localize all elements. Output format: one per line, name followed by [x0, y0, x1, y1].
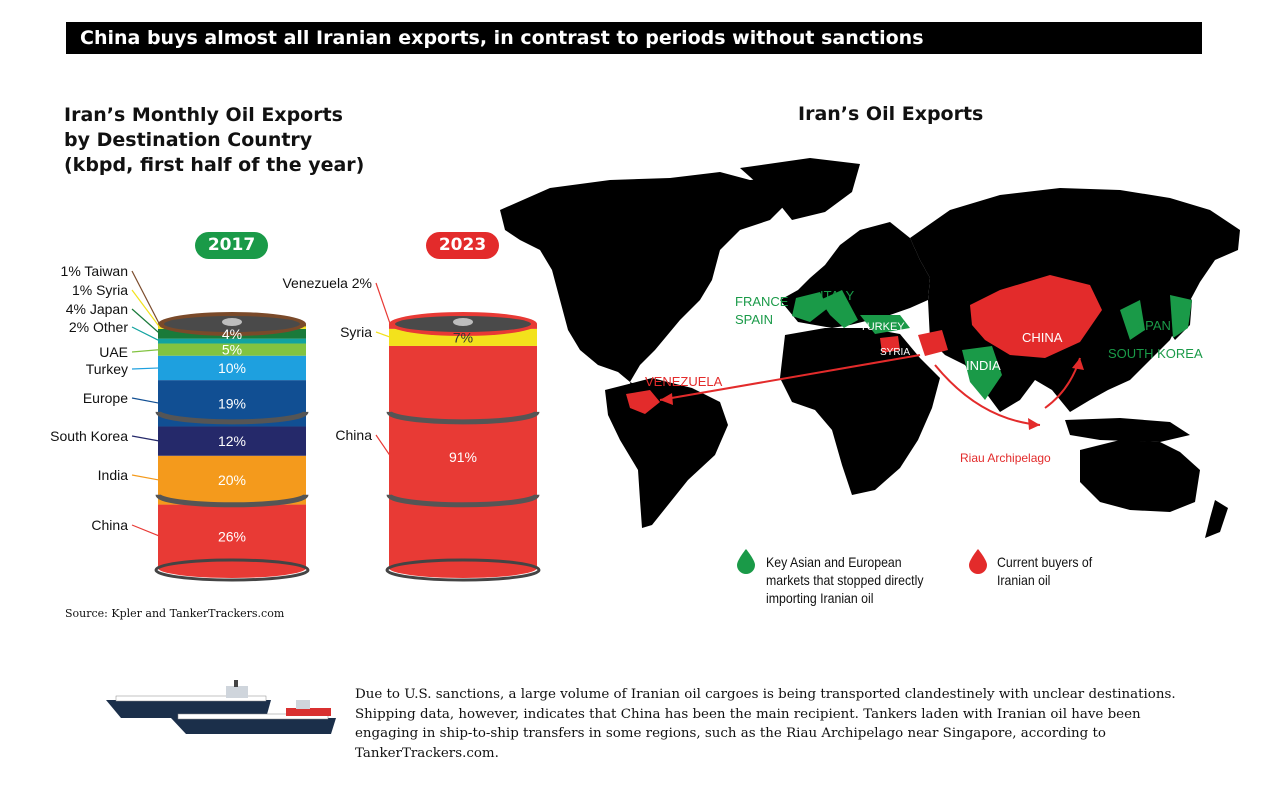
side-label-2017-taiwan: 1% Taiwan — [61, 263, 128, 279]
barrel-2017-bottom — [158, 558, 306, 578]
data-label-2017-europe: 19% — [218, 395, 246, 411]
side-label-2017-syria: 1% Syria — [72, 282, 128, 298]
data-label-2017-india: 20% — [218, 472, 246, 488]
barrel-2023-bottom-rim — [385, 558, 541, 582]
data-label-2017-turkey: 10% — [218, 360, 246, 376]
map-label-syria: SYRIA — [880, 347, 910, 358]
leader-line-2017-china — [131, 524, 161, 537]
map-label-venezuela: VENEZUELA — [645, 374, 723, 389]
barrel-2023-hoop-1 — [386, 410, 540, 425]
map-label-china: CHINA — [1022, 330, 1063, 345]
side-label-2017-india: India — [98, 467, 129, 483]
leader-line-2023-venezuela — [375, 282, 392, 327]
data-label-2017-uae: 5% — [222, 342, 242, 358]
source-note: Source: Kpler and TankerTrackers.com — [65, 607, 285, 620]
leader-line-2017-turkey — [131, 367, 161, 370]
side-label-2017-turkey: Turkey — [86, 361, 128, 377]
year-badge-2017: 2017 — [195, 232, 268, 259]
body-paragraph: Due to U.S. sanctions, a large volume of… — [355, 687, 1176, 761]
map-label-riau: Riau Archipelago — [960, 451, 1051, 465]
barrel-2017-bottom-rim — [154, 558, 310, 582]
chart-title: Iran’s Monthly Oil Exports by Destinatio… — [64, 103, 404, 178]
side-label-2023-china: China — [335, 427, 372, 443]
leader-line-2023-china — [375, 434, 392, 458]
barrel-2017-cap — [222, 318, 242, 326]
leader-line-2017-japan — [131, 308, 161, 335]
side-label-2023-venezuela: Venezuela 2% — [282, 275, 372, 291]
year-badge-2023: 2023 — [426, 232, 499, 259]
barrel-2017-segment-turkey — [158, 355, 306, 381]
barrel-2017-hoop-2 — [155, 493, 309, 508]
barrel-2017-segment-uae — [158, 343, 306, 356]
barrel-charts: 26% 20% 12% 19% 10% 5%4% China India South Korea… — [50, 263, 541, 582]
side-label-2017-europe: Europe — [83, 390, 128, 406]
legend-red-drop-icon — [969, 549, 987, 574]
barrel-2017-segment-india — [158, 455, 306, 505]
side-label-2017-china: China — [91, 517, 128, 533]
side-label-2017-uae: UAE — [99, 344, 128, 360]
data-label-2017-south-korea: 12% — [218, 433, 246, 449]
legend-green-text: Key Asian and European markets that stop… — [766, 554, 924, 606]
barrel-2023-segment-china — [389, 345, 537, 568]
barrel-2017-segment-other — [158, 338, 306, 344]
chart-title-line-1: Iran’s Monthly Oil Exports — [64, 104, 343, 126]
barrel-2023-bottom — [389, 558, 537, 578]
map-label-india: INDIA — [966, 358, 1001, 373]
headline: China buys almost all Iranian exports, i… — [66, 22, 1202, 54]
leader-line-2017-europe — [131, 397, 161, 404]
map-label-spain: SPAIN — [735, 312, 773, 327]
chart-title-line-3: (kbpd, first half of the year) — [64, 154, 365, 176]
red-markets — [626, 275, 1102, 414]
map-label-turkey: TURKEY — [860, 321, 905, 333]
side-label-2017-japan: 4% Japan — [66, 301, 128, 317]
map-label-japan: JAPAN — [1130, 318, 1171, 333]
barrel-2017-segment-south-korea — [158, 426, 306, 456]
data-label-2017-china: 26% — [218, 528, 246, 544]
map-label-south-korea: SOUTH KOREA — [1108, 346, 1203, 361]
barrel-2023-cap — [453, 318, 473, 326]
leader-line-2017-syria — [131, 289, 161, 329]
leader-line-2017-india — [131, 474, 161, 481]
barrel-2023-hoop-2 — [386, 493, 540, 508]
leader-line-2017-taiwan — [131, 270, 161, 326]
arrow-heads — [660, 358, 1084, 430]
side-label-2023-syria: Syria — [340, 324, 372, 340]
chart-title-line-2: by Destination Country — [64, 129, 313, 151]
map-title: Iran’s Oil Exports — [798, 103, 984, 125]
leader-line-2017-south-korea — [131, 435, 161, 442]
side-label-2017-south-korea: South Korea — [50, 428, 128, 444]
tanker-ships-icon — [106, 680, 336, 734]
world-map: FRANCE SPAIN ITALY TURKEY SYRIA CHINA IN… — [500, 158, 1240, 538]
data-label-2023-syria: 7% — [453, 329, 473, 345]
green-markets — [792, 290, 1192, 400]
leader-line-2023-syria — [375, 331, 392, 338]
data-label-2017-japan: 4% — [222, 326, 242, 342]
leader-line-2017-other — [131, 326, 161, 342]
side-label-2017-other: 2% Other — [69, 319, 128, 335]
barrel-2017-segment-china — [158, 504, 306, 568]
map-label-italy: ITALY — [820, 288, 855, 303]
map-label-france: FRANCE — [735, 294, 789, 309]
barrel-2017-hoop-1 — [155, 410, 309, 425]
legend-green-drop-icon — [737, 549, 755, 574]
leader-line-2017-uae — [131, 349, 161, 353]
data-label-2023-china: 91% — [449, 449, 477, 465]
legend-red-text: Current buyers of Iranian oil — [997, 554, 1093, 588]
